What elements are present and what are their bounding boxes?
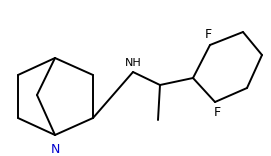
Text: NH: NH bbox=[125, 58, 141, 68]
Text: F: F bbox=[214, 106, 221, 119]
Text: N: N bbox=[50, 143, 60, 156]
Text: F: F bbox=[204, 28, 212, 41]
